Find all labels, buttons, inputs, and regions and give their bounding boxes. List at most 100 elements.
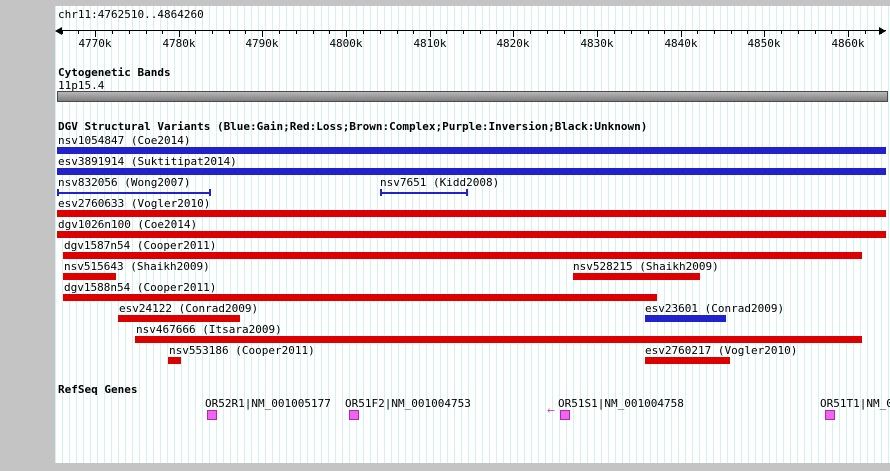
- variant-bar[interactable]: [57, 210, 886, 217]
- ruler-tick-label: 4780k: [162, 37, 196, 50]
- variant-bar[interactable]: [57, 147, 886, 154]
- ruler-major-tick: [262, 30, 263, 37]
- ruler-major-tick: [764, 30, 765, 37]
- variant-label[interactable]: esv24122 (Conrad2009): [119, 302, 259, 315]
- ruler-major-tick: [430, 30, 431, 37]
- ruler-major-tick: [848, 30, 849, 37]
- ruler-tick-label: 4810k: [413, 37, 447, 50]
- ruler-minor-tick: [697, 30, 699, 34]
- variant-bar[interactable]: [573, 273, 700, 280]
- variant-bar[interactable]: [57, 231, 886, 238]
- ruler-minor-tick: [479, 30, 481, 34]
- ruler-arrow-left-icon: [55, 27, 62, 35]
- ruler-minor-tick: [614, 30, 616, 34]
- ruler-minor-tick: [446, 30, 448, 34]
- ruler-tick-label: 4790k: [245, 37, 279, 50]
- ruler-tick-label: 4860k: [831, 37, 865, 50]
- variant-label[interactable]: esv23601 (Conrad2009): [645, 302, 785, 315]
- ruler-minor-tick: [546, 30, 548, 34]
- ruler-major-tick: [597, 30, 598, 37]
- variant-line[interactable]: [57, 192, 211, 194]
- ruler-minor-tick: [312, 30, 314, 34]
- gene-label[interactable]: OR51S1|NM_001004758: [558, 397, 684, 410]
- ruler-tick-label: 4830k: [580, 37, 614, 50]
- ruler-minor-tick: [713, 30, 715, 34]
- variant-label[interactable]: nsv515643 (Shaikh2009): [64, 260, 210, 273]
- ruler-minor-tick: [145, 30, 147, 34]
- ruler-major-tick: [513, 30, 514, 37]
- ruler-minor-tick: [462, 30, 464, 34]
- ruler-minor-tick: [730, 30, 732, 34]
- ruler-minor-tick: [664, 30, 666, 34]
- variant-label[interactable]: nsv1054847 (Coe2014): [58, 134, 191, 147]
- variant-line[interactable]: [380, 192, 468, 194]
- ruler-minor-tick: [245, 30, 247, 34]
- ruler-minor-tick: [881, 30, 883, 34]
- ruler-minor-tick: [580, 30, 582, 34]
- cytoband-name: 11p15.4: [58, 79, 105, 92]
- ruler-minor-tick: [363, 30, 365, 34]
- ruler-minor-tick: [864, 30, 866, 34]
- variant-label[interactable]: esv2760217 (Vogler2010): [645, 344, 798, 357]
- ruler-minor-tick: [831, 30, 833, 34]
- variant-label[interactable]: dgv1026n100 (Coe2014): [58, 218, 198, 231]
- variant-label[interactable]: nsv832056 (Wong2007): [58, 176, 191, 189]
- ruler-minor-tick: [396, 30, 398, 34]
- dgv-header: DGV Structural Variants (Blue:Gain;Red:L…: [58, 120, 648, 133]
- region-label: chr11:4762510..4864260: [58, 8, 204, 21]
- ruler-minor-tick: [61, 30, 63, 34]
- ruler-tick-label: 4840k: [664, 37, 698, 50]
- ruler-major-tick: [681, 30, 682, 37]
- gene-label[interactable]: OR51F2|NM_001004753: [345, 397, 471, 410]
- ruler-minor-tick: [563, 30, 565, 34]
- variant-label[interactable]: nsv467666 (Itsara2009): [136, 323, 282, 336]
- ruler-minor-tick: [379, 30, 381, 34]
- gene-marker[interactable]: [207, 410, 217, 420]
- ruler-minor-tick: [195, 30, 197, 34]
- variant-label[interactable]: nsv528215 (Shaikh2009): [573, 260, 719, 273]
- variant-bar[interactable]: [645, 315, 726, 322]
- variant-endtick: [466, 189, 468, 196]
- ruler-tick-label: 4850k: [747, 37, 781, 50]
- ruler-minor-tick: [496, 30, 498, 34]
- gene-strand-arrow-left-icon: ←: [547, 403, 555, 418]
- variant-bar[interactable]: [63, 252, 862, 259]
- gene-marker[interactable]: [560, 410, 570, 420]
- variant-bar[interactable]: [63, 273, 116, 280]
- ruler-major-tick: [346, 30, 347, 37]
- ruler-line: [57, 30, 886, 31]
- ruler-minor-tick: [162, 30, 164, 34]
- variant-endtick: [380, 189, 382, 196]
- ruler-minor-tick: [413, 30, 415, 34]
- ruler-minor-tick: [814, 30, 816, 34]
- ruler-minor-tick: [797, 30, 799, 34]
- gene-marker[interactable]: [825, 410, 835, 420]
- variant-label[interactable]: dgv1588n54 (Cooper2011): [64, 281, 217, 294]
- variant-label[interactable]: nsv7651 (Kidd2008): [380, 176, 500, 189]
- variant-endtick: [57, 189, 59, 196]
- variant-label[interactable]: esv3891914 (Suktitipat2014): [58, 155, 237, 168]
- variant-label[interactable]: dgv1587n54 (Cooper2011): [64, 239, 217, 252]
- variant-bar[interactable]: [118, 315, 240, 322]
- gene-label[interactable]: OR52R1|NM_001005177: [205, 397, 331, 410]
- variant-bar[interactable]: [135, 336, 862, 343]
- variant-bar[interactable]: [645, 357, 730, 364]
- variant-bar[interactable]: [57, 168, 886, 175]
- ruler-tick-label: 4820k: [496, 37, 530, 50]
- ruler-minor-tick: [211, 30, 213, 34]
- variant-bar[interactable]: [63, 294, 657, 301]
- ruler-minor-tick: [279, 30, 281, 34]
- refseq-header: RefSeq Genes: [58, 383, 138, 396]
- ruler-minor-tick: [630, 30, 632, 34]
- variant-label[interactable]: esv2760633 (Vogler2010): [58, 197, 211, 210]
- variant-bar[interactable]: [168, 357, 181, 364]
- ruler-tick-label: 4770k: [78, 37, 112, 50]
- ruler-minor-tick: [228, 30, 230, 34]
- gene-label[interactable]: OR51T1|NM_0: [820, 397, 890, 410]
- cytobands-header: Cytogenetic Bands: [58, 66, 171, 79]
- ruler-minor-tick: [647, 30, 649, 34]
- variant-label[interactable]: nsv553186 (Cooper2011): [169, 344, 315, 357]
- ruler-minor-tick: [781, 30, 783, 34]
- gene-marker[interactable]: [349, 410, 359, 420]
